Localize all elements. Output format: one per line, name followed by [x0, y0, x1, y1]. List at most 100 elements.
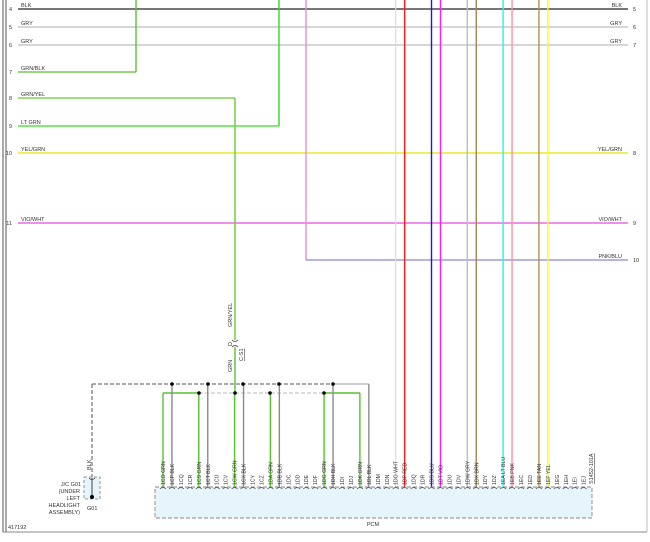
row-number-right: 7 [633, 43, 636, 49]
pin-label: 1CY [251, 474, 257, 485]
pin-wire-color: LT BLU [501, 457, 507, 476]
pin-id: 1ED [528, 475, 534, 485]
pin-label: 1CR [188, 474, 194, 485]
pin-label: 1CP BLK [170, 463, 176, 485]
pin-wire-color: GRN [322, 461, 328, 474]
connector-c-s1: GRN/YEL D C-S1 GRN [228, 303, 245, 372]
pin-id: 1DA [268, 474, 274, 485]
pin-id: 1DM [376, 474, 382, 485]
pin-wire-color: VIO [438, 465, 444, 475]
pin-id: 1DT [438, 474, 444, 485]
pin-label: 1EJ [582, 476, 588, 485]
pin-id: 1DD [295, 474, 301, 485]
splice-dot [322, 391, 326, 395]
row-number-right: 10 [633, 258, 639, 264]
pin-connector-icon [401, 487, 408, 490]
pin-id: 1DJ [349, 475, 355, 485]
pin-label: 1EH [564, 475, 570, 485]
pin-label: 1CS GRN [197, 462, 203, 485]
pin-wire-color: TAN [537, 464, 543, 476]
wires [18, 0, 628, 487]
pin-label: 1CZ [259, 475, 265, 485]
pin-id: 1DK [358, 474, 364, 485]
wire-label-left: LT GRN [21, 120, 41, 126]
pin-connector-icon [329, 487, 337, 490]
pin-connector-icon [267, 487, 274, 490]
pin-connector-icon [258, 487, 265, 490]
pin-id: 1DU [447, 474, 453, 485]
pcm-label: PCM [367, 522, 380, 528]
wire-label-left: VIO/WHT [21, 217, 45, 223]
pin-label: 1CU [215, 474, 221, 485]
row-number-left: 4 [9, 7, 12, 13]
pin-wire-color: BLK [367, 464, 373, 476]
pin-connector-icon [249, 487, 256, 490]
pin-id: 1DP [403, 474, 409, 485]
pin-wire-color: GRN [268, 462, 274, 475]
pin-id: 1CX [242, 474, 248, 485]
pin-connector-icon [580, 487, 587, 490]
pin-id: 1DG [322, 474, 328, 485]
row-number-right: 8 [633, 151, 636, 157]
pin-id: 1EA [501, 475, 507, 485]
pin-connector-icon [168, 487, 176, 490]
splice-dot [268, 391, 272, 395]
pin-label: 1DT VIO [438, 465, 444, 485]
pin-wire-color: WHT [394, 460, 400, 474]
pin-connector-icon [473, 487, 480, 490]
pin-connector-icon [544, 487, 552, 490]
pin-label: 1EF YEL [546, 464, 552, 485]
pin-id: 1DY [483, 474, 489, 485]
pin-label: 1DD [295, 474, 301, 485]
splice-dot [331, 382, 335, 386]
pin-label: 1DN [385, 474, 391, 485]
pin-wire-color: BLK [331, 463, 337, 475]
pin-label: 1CV [224, 474, 230, 485]
pin-label: 1EE TAN [537, 464, 543, 485]
connector-name: C-S1 [239, 348, 245, 361]
pin-connector-icon [231, 487, 238, 490]
pin-label: 1CW GRN [233, 460, 239, 485]
row-number-right: 6 [633, 25, 636, 31]
splice-dot [233, 391, 237, 395]
pin-wire-color: PNK [510, 463, 516, 476]
pin-label: 1EI [573, 477, 579, 485]
pin-label: 1EA LT BLU [501, 457, 507, 485]
splice-dot [170, 382, 174, 386]
pin-label: 1DP RED [403, 462, 409, 485]
row-number-left: 8 [9, 96, 12, 102]
pin-id: 1DC [286, 474, 292, 485]
pin-connector-icon [535, 487, 543, 490]
pin-connector-icon [392, 487, 399, 490]
pin-connector-icon [276, 487, 283, 490]
pin-connector-icon [499, 487, 507, 490]
pin-wire-color: YEL [546, 464, 552, 475]
row-number-left: 5 [9, 25, 12, 31]
pin-id: 1EE [537, 475, 543, 485]
pin-label: 1CT BLK [206, 463, 212, 485]
pin-connector-icon [311, 487, 319, 490]
row-number-left: 9 [9, 124, 12, 130]
pin-label: 1DH BLK [331, 463, 337, 485]
splice-label-line: (UNDER [59, 489, 80, 495]
figure-id: 417192 [8, 525, 26, 531]
pin-id: 1DX [474, 474, 480, 485]
pin-id: 1DI [340, 477, 346, 485]
pin-connector-icon [294, 487, 301, 490]
pin-id: 1DO [394, 474, 400, 485]
pin-label: 1DO WHT [394, 460, 400, 485]
pin-connector-icon [222, 487, 229, 490]
pin-id: 1CZ [259, 475, 265, 485]
ground-id: G01 [87, 506, 97, 512]
pin-label: 1DR [421, 474, 427, 485]
splice-dot [241, 382, 245, 386]
ground-point-icon [90, 495, 94, 499]
wire-label-right: GRY [610, 39, 622, 45]
splice-dot [206, 382, 210, 386]
splice-label-line: J/C G01 [61, 482, 81, 488]
pin-id: 1DF [313, 475, 319, 485]
pin-id: 1EC [519, 475, 525, 485]
